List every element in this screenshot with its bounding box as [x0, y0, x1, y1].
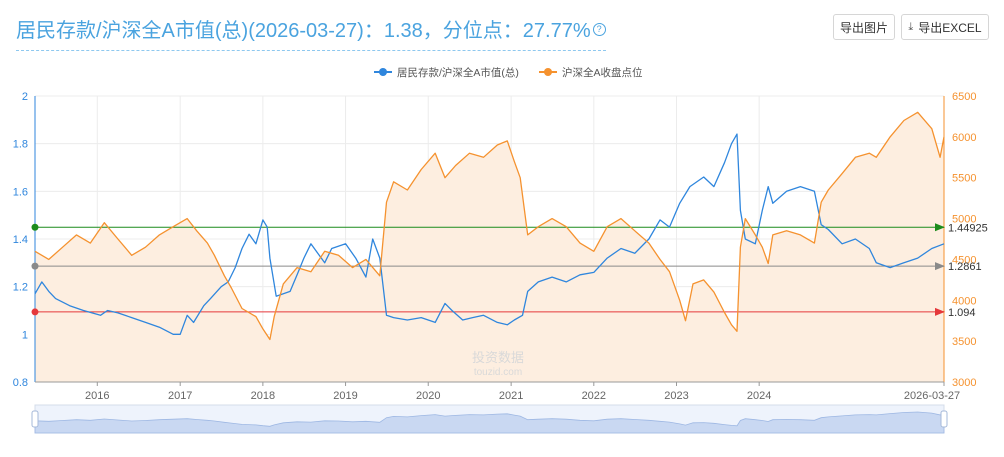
watermark: 投资数据 touzid.com [472, 350, 524, 378]
axes: 0.8 1 1.2 1.4 1.6 1.8 2 3000 3500 4000 4500 5000 550… [13, 91, 977, 402]
export-excel-button[interactable]: ⤓ 导出EXCEL [901, 14, 989, 40]
reference-end-arrow [935, 307, 945, 316]
x-tick-label: 2022 [582, 390, 606, 402]
export-image-button[interactable]: 导出图片 [833, 14, 895, 40]
download-icon: ⤓ [908, 20, 914, 33]
series [34, 111, 945, 341]
zoom-preview [34, 411, 945, 434]
y-right-tick-label: 6000 [952, 132, 976, 144]
zoom-slider[interactable] [31, 404, 948, 434]
legend-label: 沪深全A收盘点位 [562, 66, 643, 79]
page-title-text: 居民存款/沪深全A市值(总)(2026-03-27)：1.38，分位点：27.7… [16, 20, 591, 42]
legend-marker [544, 68, 552, 76]
y-left-tick-label: 2 [22, 91, 28, 103]
series-line-ratio [34, 133, 945, 335]
reference-end-arrow [935, 223, 945, 232]
x-tick-label: 2017 [168, 390, 192, 402]
y-right-tick-label: 5000 [952, 214, 976, 226]
reference-value-label: 1.094 [948, 307, 976, 319]
y-right-tick-label: 5500 [952, 173, 976, 185]
x-tick-label: 2016 [85, 390, 109, 402]
y-right-tick-label: 6500 [952, 91, 976, 103]
x-tick-label: 2021 [499, 390, 523, 402]
legend-label: 居民存款/沪深全A市值(总) [397, 66, 519, 79]
x-tick-label: 2026-03-27 [904, 390, 960, 402]
reference-value-label: 1.2861 [948, 261, 982, 273]
y-left-tick-label: 1.2 [13, 282, 28, 294]
x-tick-label: 2020 [416, 390, 440, 402]
export-image-label: 导出图片 [840, 20, 889, 35]
y-right-tick-label: 3000 [952, 377, 976, 389]
y-left-tick-label: 1.6 [13, 186, 28, 198]
series-area-index [35, 112, 944, 383]
reference-start-dot [31, 223, 39, 231]
watermark-text: 投资数据 [472, 350, 524, 365]
y-left-tick-label: 1.8 [13, 139, 28, 151]
y-left-tick-label: 0.8 [13, 377, 28, 389]
legend-marker [379, 68, 387, 76]
reference-start-dot [31, 262, 39, 270]
reference-end-arrow [935, 262, 945, 271]
zoom-handle-left[interactable] [31, 410, 39, 428]
question-circle-icon[interactable]: ? [592, 23, 606, 37]
index-area-fill [35, 112, 944, 383]
page-title: 居民存款/沪深全A市值(总)(2026-03-27)：1.38，分位点：27.7… [16, 14, 606, 51]
x-tick-label: 2023 [664, 390, 688, 402]
y-right-tick-label: 4000 [952, 295, 976, 307]
y-left-tick-label: 1 [22, 329, 28, 341]
y-left-tick-label: 1.4 [13, 234, 28, 246]
y-right-tick-label: 3500 [952, 336, 976, 348]
x-tick-label: 2018 [251, 390, 275, 402]
y-right-tick-label: 4500 [952, 254, 976, 266]
x-tick-label: 2024 [747, 390, 771, 402]
x-tick-label: 2019 [333, 390, 357, 402]
reference-lines: 1.44925 1.2861 1.094 [31, 222, 988, 319]
zoom-handle-right[interactable] [940, 410, 948, 428]
legend-item[interactable]: 沪深全A收盘点位 [539, 66, 643, 79]
reference-value-label: 1.44925 [948, 222, 988, 234]
legend[interactable]: 居民存款/沪深全A市值(总) 沪深全A收盘点位 [374, 66, 643, 79]
export-excel-label: 导出EXCEL [918, 20, 982, 35]
legend-item[interactable]: 居民存款/沪深全A市值(总) [374, 66, 519, 79]
series-line-index [34, 111, 945, 341]
reference-start-dot [31, 308, 39, 316]
watermark-url: touzid.com [474, 367, 522, 378]
